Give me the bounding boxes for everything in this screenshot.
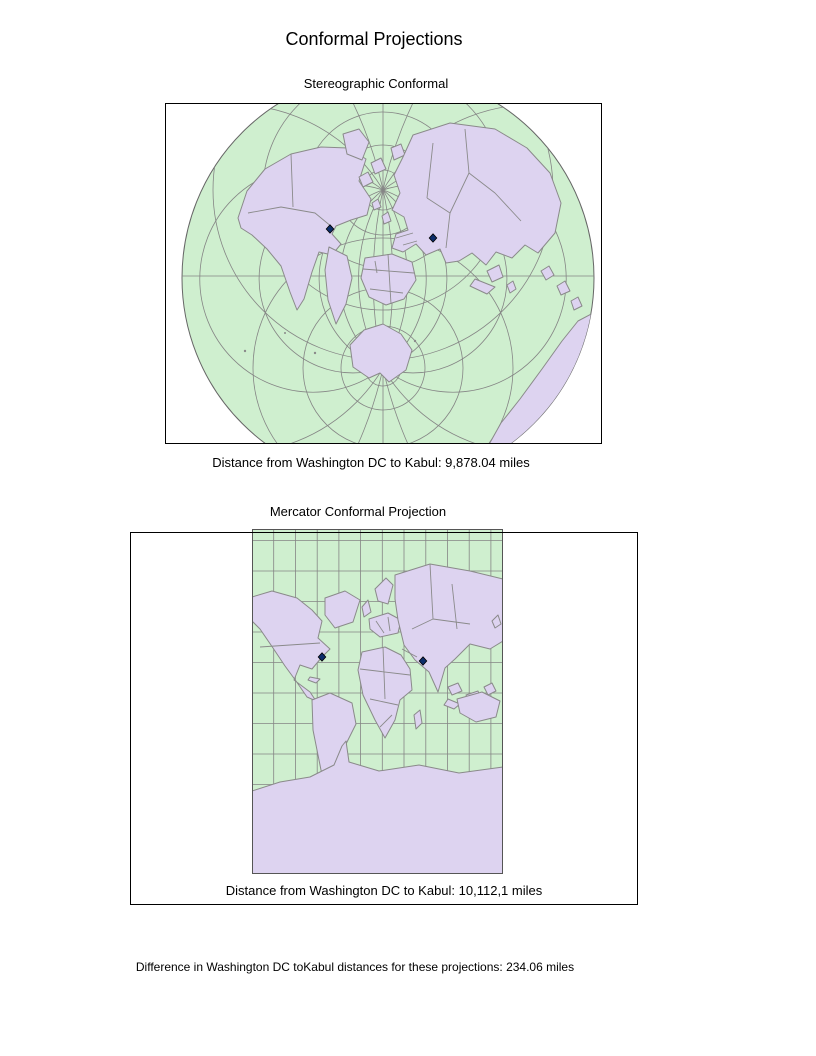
north-america-borders: [259, 642, 321, 648]
kabul-marker: [428, 233, 438, 243]
south-america: [324, 246, 353, 325]
mercator-figure-frame: [130, 532, 638, 905]
greenland: [342, 128, 370, 161]
stereographic-map: [181, 103, 595, 444]
north-america: [252, 590, 331, 702]
stereo-landmasses: [237, 122, 594, 444]
difference-caption: Difference in Washington DC toKabul dist…: [135, 960, 575, 974]
mercator-caption: Distance from Washington DC to Kabul: 10…: [225, 883, 543, 898]
greenland: [324, 590, 361, 629]
stereographic-caption: Distance from Washington DC to Kabul: 9,…: [212, 455, 530, 470]
africa: [360, 253, 417, 306]
cuba: [307, 676, 321, 684]
kabul-marker: [418, 656, 428, 666]
antarctica: [349, 323, 413, 383]
small-islands: [243, 332, 417, 355]
asia-borders: [401, 563, 471, 658]
north-america-borders: [247, 153, 333, 228]
stereographic-subtitle: Stereographic Conformal: [303, 76, 449, 91]
europe: [361, 577, 402, 638]
mercator-map-border: [252, 529, 503, 874]
japan: [491, 614, 502, 629]
north-america: [237, 146, 372, 311]
mercator-subtitle: Mercator Conformal Projection: [269, 504, 447, 519]
washington-dc-marker: [325, 224, 335, 234]
mercator-markers: [317, 652, 428, 666]
east-asian-islands: [469, 264, 583, 311]
washington-dc-marker: [317, 652, 327, 662]
stereo-markers: [325, 224, 438, 243]
africa-borders: [359, 646, 411, 728]
antarctica: [252, 740, 503, 874]
mercator-map: [252, 529, 503, 874]
page-title: Conformal Projections: [285, 29, 463, 49]
eurasia-borders: [395, 128, 522, 249]
madagascar: [413, 709, 423, 730]
stereographic-figure-frame: [165, 103, 602, 444]
australia: [456, 691, 501, 723]
africa-borders: [362, 253, 415, 305]
eurasia: [391, 122, 562, 266]
